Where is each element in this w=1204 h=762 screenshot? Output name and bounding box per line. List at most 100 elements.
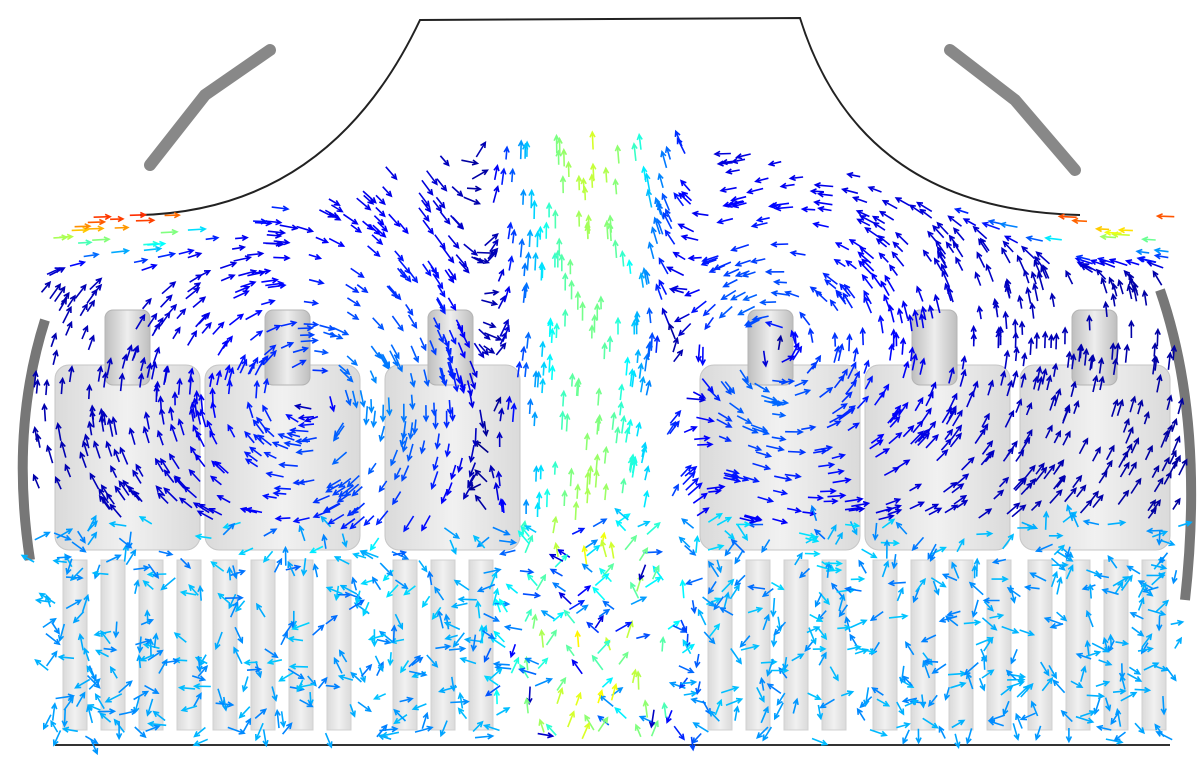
velocity-arrow: [484, 232, 499, 247]
velocity-arrow: [187, 329, 198, 346]
velocity-arrow: [163, 365, 170, 383]
velocity-arrow: [668, 322, 676, 340]
velocity-vectors: [20, 129, 1193, 756]
velocity-arrow: [350, 267, 365, 278]
velocity-arrow: [768, 202, 782, 209]
velocity-arrow: [1080, 665, 1087, 682]
velocity-arrow: [430, 265, 440, 280]
velocity-arrow: [1119, 674, 1126, 690]
velocity-arrow: [1029, 302, 1036, 319]
velocity-arrow: [291, 359, 307, 369]
velocity-arrow: [933, 257, 943, 272]
velocity-arrow: [484, 332, 503, 341]
velocity-arrow: [807, 327, 815, 343]
velocity-arrow: [522, 361, 530, 378]
velocity-arrow: [1002, 533, 1015, 550]
velocity-arrow: [118, 480, 130, 496]
velocity-arrow: [1145, 527, 1163, 535]
velocity-arrow: [1055, 459, 1064, 472]
velocity-arrow: [1098, 375, 1105, 391]
velocity-arrow: [1107, 554, 1118, 569]
velocity-arrow: [328, 198, 341, 207]
velocity-arrow: [118, 372, 126, 392]
velocity-arrow: [575, 210, 583, 227]
velocity-arrow: [1128, 666, 1142, 675]
velocity-arrow: [524, 657, 540, 665]
velocity-arrow: [880, 280, 890, 296]
velocity-arrow: [825, 560, 844, 567]
velocity-arrow: [379, 404, 387, 423]
velocity-arrow: [691, 210, 709, 218]
velocity-arrow: [558, 591, 572, 605]
velocity-arrow: [423, 369, 430, 388]
velocity-arrow: [875, 506, 894, 514]
velocity-arrow: [199, 408, 207, 428]
velocity-arrow: [734, 550, 744, 565]
velocity-arrow: [644, 269, 651, 284]
velocity-arrow: [135, 217, 156, 224]
velocity-arrow: [914, 431, 927, 444]
velocity-arrow: [764, 320, 783, 329]
velocity-arrow: [789, 250, 806, 257]
velocity-arrow: [409, 670, 428, 678]
velocity-arrow: [521, 262, 528, 277]
velocity-arrow: [1137, 399, 1144, 415]
velocity-arrow: [1103, 229, 1122, 236]
velocity-arrow: [1077, 343, 1085, 359]
velocity-arrow: [997, 325, 1004, 346]
velocity-arrow: [837, 624, 852, 631]
velocity-arrow: [387, 285, 402, 301]
velocity-arrow: [554, 553, 569, 568]
velocity-arrow: [1111, 398, 1119, 418]
velocity-arrow: [555, 149, 562, 165]
velocity-arrow: [954, 733, 961, 749]
velocity-arrow: [1095, 268, 1107, 280]
velocity-arrow: [721, 578, 735, 593]
velocity-arrow: [1075, 254, 1091, 261]
velocity-arrow: [739, 369, 749, 384]
velocity-arrow: [673, 313, 690, 323]
velocity-arrow: [918, 312, 926, 329]
velocity-arrow: [497, 295, 506, 309]
velocity-arrow: [651, 564, 660, 580]
velocity-arrow: [1030, 500, 1042, 511]
velocity-arrow: [588, 173, 596, 188]
velocity-arrow: [683, 426, 698, 434]
velocity-arrow: [794, 388, 812, 396]
velocity-arrow: [400, 403, 408, 423]
velocity-arrow: [1065, 350, 1073, 368]
velocity-arrow: [593, 302, 601, 321]
velocity-arrow: [730, 291, 746, 301]
velocity-arrow: [779, 182, 795, 190]
velocity-arrow: [1104, 697, 1112, 712]
velocity-arrow: [737, 305, 756, 316]
velocity-arrow: [208, 372, 215, 388]
velocity-arrow: [493, 481, 500, 501]
velocity-arrow: [1005, 669, 1017, 681]
velocity-arrow: [912, 587, 920, 604]
velocity-arrow: [951, 561, 960, 579]
velocity-arrow: [947, 215, 962, 227]
velocity-arrow: [636, 132, 643, 150]
velocity-arrow: [421, 515, 431, 532]
velocity-arrow: [136, 654, 143, 669]
velocity-arrow: [100, 484, 111, 500]
velocity-arrow: [309, 545, 324, 554]
velocity-arrow: [210, 401, 217, 418]
velocity-arrow: [707, 580, 717, 595]
velocity-arrow: [1001, 625, 1020, 634]
velocity-arrow: [729, 402, 745, 414]
velocity-arrow: [180, 557, 192, 569]
velocity-arrow: [950, 424, 963, 440]
velocity-arrow: [677, 322, 692, 337]
velocity-arrow: [1126, 565, 1141, 575]
velocity-arrow: [597, 716, 609, 732]
velocity-arrow: [811, 737, 829, 746]
velocity-arrow: [569, 372, 576, 387]
velocity-arrow: [407, 314, 418, 330]
velocity-arrow: [446, 347, 454, 364]
velocity-arrow: [643, 489, 650, 508]
velocity-arrow: [981, 617, 998, 631]
velocity-arrow: [834, 531, 843, 545]
velocity-arrow: [911, 353, 918, 371]
